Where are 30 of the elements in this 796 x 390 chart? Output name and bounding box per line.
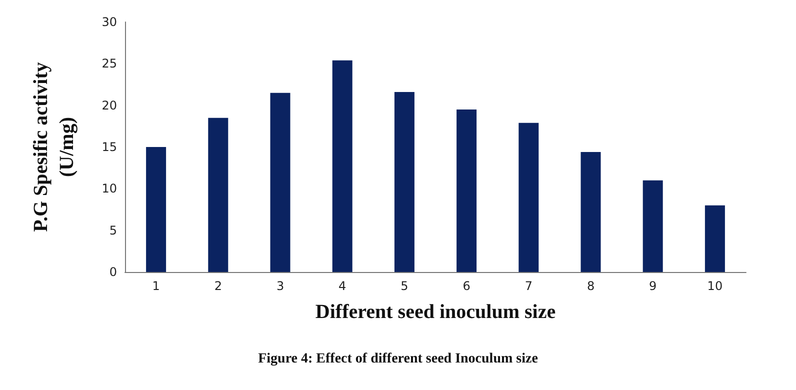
y-tick-label: 15 xyxy=(102,140,117,154)
y-tick-label: 10 xyxy=(102,182,117,196)
bar xyxy=(270,92,290,272)
bar xyxy=(704,205,725,272)
x-tick-label: 9 xyxy=(649,279,657,293)
y-tick-label: 5 xyxy=(109,223,117,238)
bar xyxy=(580,152,601,272)
bar xyxy=(456,110,477,272)
x-tick-label: 5 xyxy=(400,279,408,293)
bar xyxy=(332,60,352,272)
bar xyxy=(394,92,414,272)
y-tick-label: 25 xyxy=(102,56,117,71)
x-tick-label: 3 xyxy=(276,279,284,293)
y-tick-label: 0 xyxy=(109,265,117,279)
x-axis-title: Different seed inoculum size xyxy=(315,301,556,323)
y-axis-title: P.G Spesific activity (U/mg) xyxy=(30,62,78,232)
bar xyxy=(146,147,166,272)
bar xyxy=(518,122,539,272)
x-tick-label: 10 xyxy=(707,279,723,293)
x-tick-label: 1 xyxy=(152,279,160,293)
bar xyxy=(642,180,663,272)
x-tick-label: 6 xyxy=(462,279,470,293)
x-tick-label: 4 xyxy=(338,279,346,293)
x-tick-label: 8 xyxy=(586,279,595,293)
bar xyxy=(208,118,228,272)
y-tick-label: 20 xyxy=(102,98,117,112)
x-tick-label: 2 xyxy=(214,279,222,293)
caption: Figure 4: Effect of different seed Inoculum size xyxy=(258,352,538,366)
y-tick-label: 30 xyxy=(102,15,117,29)
x-tick-label: 7 xyxy=(524,279,532,293)
